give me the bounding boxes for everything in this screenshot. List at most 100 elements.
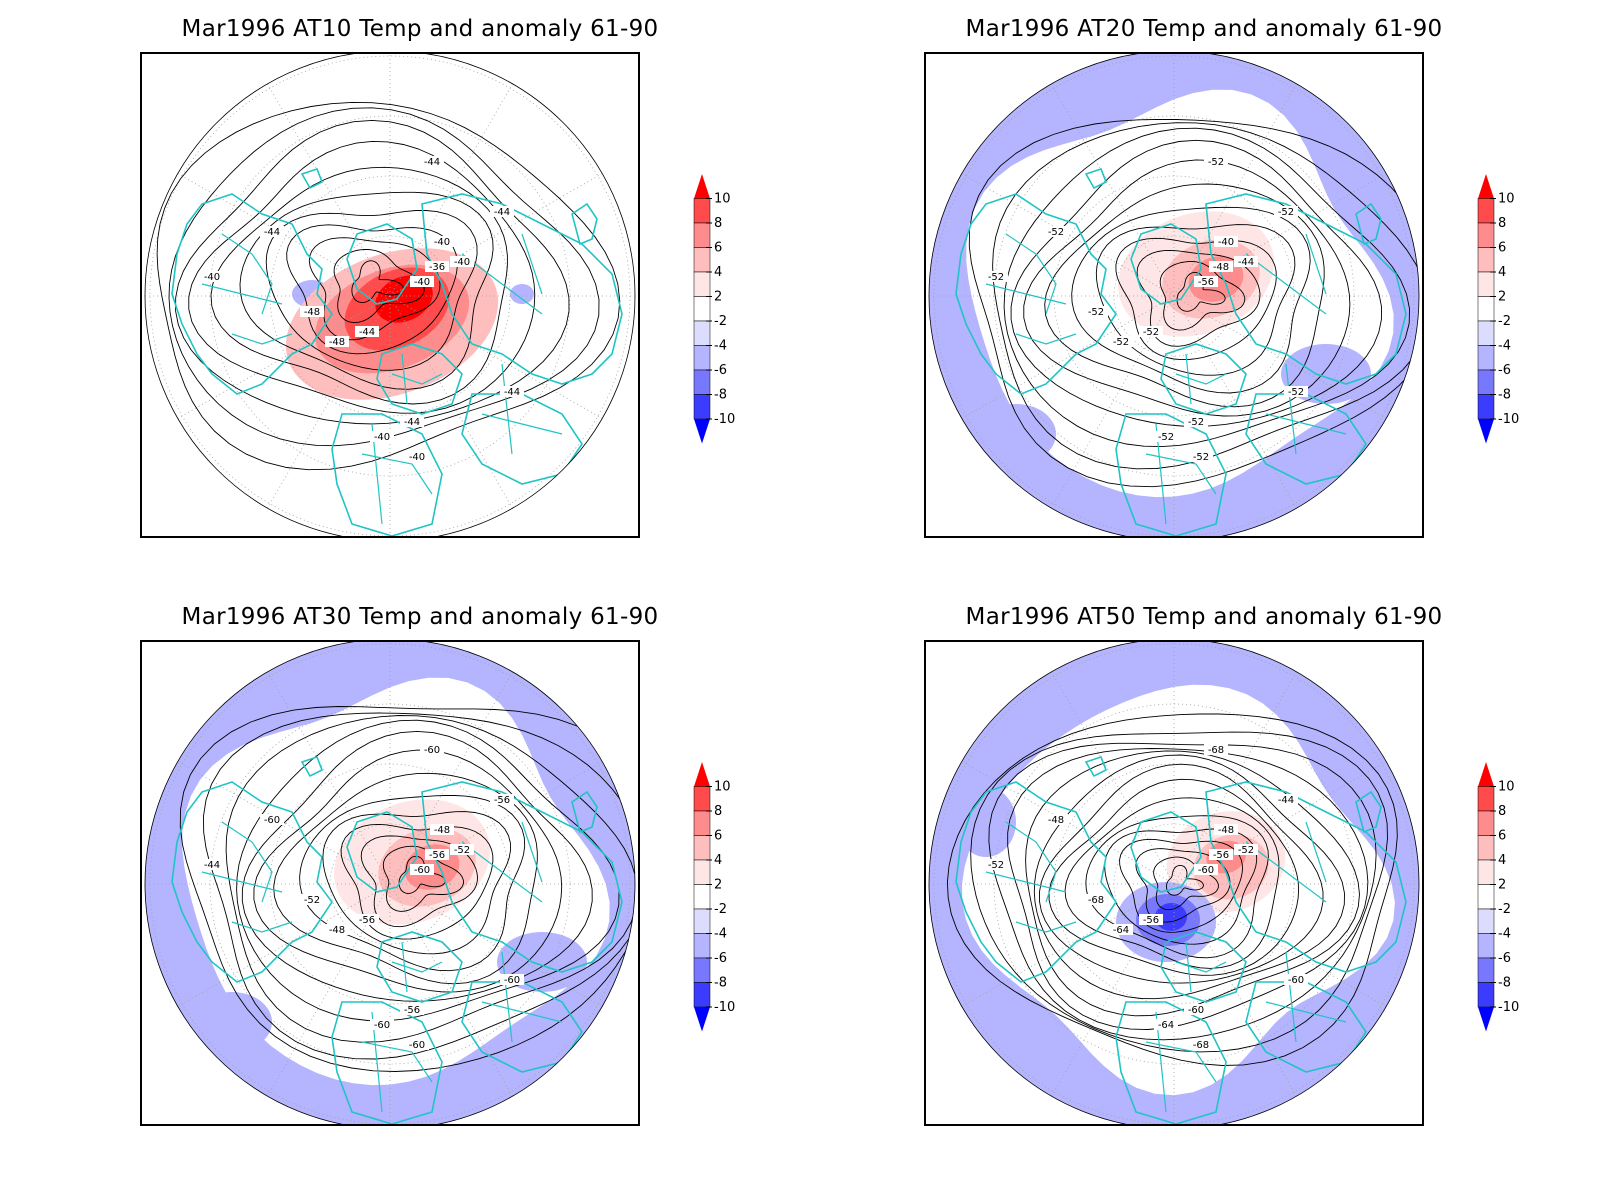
contour-label: -44 bbox=[1278, 795, 1294, 806]
meridian-line bbox=[389, 671, 513, 885]
colorbar-tick-label: 6 bbox=[1498, 829, 1506, 844]
meridian-line bbox=[389, 83, 513, 297]
map-layer: -68 -44 -48 -52 -48 -52 -56 -60 -64 -68 -56 -60 -60 -… bbox=[929, 642, 1419, 1124]
temperature-contour bbox=[203, 712, 635, 1060]
contour-label-bg bbox=[1274, 794, 1298, 805]
temperature-contour bbox=[210, 166, 508, 405]
colorbar-tick-label: -6 bbox=[714, 363, 727, 378]
contour-label: -52 bbox=[1278, 207, 1294, 218]
colorbar-swatch bbox=[1477, 320, 1495, 346]
colorbar-tick-label: -8 bbox=[714, 388, 727, 403]
colorbar-swatch bbox=[693, 320, 711, 346]
temperature-contour bbox=[1044, 183, 1325, 408]
coastline bbox=[1160, 931, 1247, 1003]
contour-label: -60 bbox=[1288, 975, 1304, 986]
contour-label-bg bbox=[1209, 849, 1233, 860]
border-line bbox=[1265, 1001, 1347, 1023]
contour-label: -56 bbox=[404, 1005, 420, 1016]
map-svg: -44 -44 -44 -40 -40 -40 -36 -40 -48 -48 -44 -44 -44 -… bbox=[144, 54, 636, 536]
coastline bbox=[1130, 811, 1202, 893]
contour-label: -52 bbox=[1188, 417, 1204, 428]
colorbar-swatch bbox=[1477, 296, 1495, 322]
contour-label: -64 bbox=[1113, 925, 1129, 936]
coastline bbox=[171, 781, 333, 983]
contour-label-bg bbox=[1194, 276, 1218, 287]
map-layer: -44 -44 -44 -40 -40 -40 -36 -40 -48 -48 -44 -44 -44 -… bbox=[145, 54, 635, 536]
colorbar-tick-label: -6 bbox=[1498, 363, 1511, 378]
colorbar-tick-label: 10 bbox=[1498, 192, 1515, 207]
border-line bbox=[1005, 233, 1057, 315]
map-svg: -52 -52 -52 -52 -40 -44 -48 -56 -52 -52 -52 -52 -52 -… bbox=[928, 54, 1420, 536]
meridian-line bbox=[1051, 83, 1175, 297]
temperature-contour bbox=[273, 772, 538, 985]
colorbar-swatch bbox=[1477, 394, 1495, 420]
contour-label: -48 bbox=[329, 925, 345, 936]
temperature-contour bbox=[175, 119, 570, 425]
colorbar-tick-label: 8 bbox=[714, 804, 722, 819]
map-svg: -60 -56 -60 -44 -48 -52 -56 -60 -48 -52 -56 -60 -56 -… bbox=[144, 642, 636, 1124]
border-line bbox=[361, 453, 433, 495]
border-line bbox=[1145, 1041, 1217, 1083]
coastline bbox=[1205, 781, 1407, 973]
colorbar-tick-label: 6 bbox=[714, 241, 722, 256]
coastline bbox=[955, 193, 1117, 395]
contour-label: -56 bbox=[1198, 277, 1214, 288]
temperature-contour bbox=[265, 210, 478, 371]
contour-label: -60 bbox=[409, 1040, 425, 1051]
meridian-line bbox=[1173, 671, 1297, 885]
border-line bbox=[1185, 941, 1192, 993]
border-line bbox=[231, 333, 293, 345]
colorbar-swatch bbox=[693, 810, 711, 836]
coastline bbox=[300, 755, 324, 778]
border-line bbox=[461, 841, 543, 903]
temperature-contour bbox=[188, 140, 536, 414]
contour-label: -52 bbox=[1113, 337, 1129, 348]
border-line bbox=[1245, 841, 1327, 903]
colorbar-swatch bbox=[693, 933, 711, 959]
meridian-line bbox=[961, 295, 1175, 419]
meridian-line bbox=[389, 883, 603, 1007]
border-line bbox=[521, 233, 543, 295]
contour-label: -60 bbox=[374, 1020, 390, 1031]
border-line bbox=[1145, 453, 1217, 495]
anomaly-colorbar: 10 8 6 4 2 -2 -4 -6 -8 -10 bbox=[693, 762, 735, 1032]
contour-label-bg bbox=[1044, 814, 1068, 825]
meridian-line bbox=[1173, 295, 1297, 509]
contour-label: -60 bbox=[1188, 1005, 1204, 1016]
coastline bbox=[376, 931, 463, 1003]
meridian-line bbox=[961, 173, 1175, 297]
contour-label-bg bbox=[260, 814, 284, 825]
contour-label: -60 bbox=[1198, 865, 1214, 876]
panel-title: Mar1996 AT20 Temp and anomaly 61-90 bbox=[965, 16, 1443, 42]
temperature-contour bbox=[1064, 797, 1280, 969]
contour-label: -48 bbox=[1048, 815, 1064, 826]
map-boundary bbox=[928, 54, 1420, 536]
contour-label: -52 bbox=[988, 860, 1004, 871]
temperature-contour bbox=[239, 191, 494, 390]
colorbar-swatch bbox=[1477, 198, 1495, 224]
contour-label-bg bbox=[400, 416, 424, 427]
contour-label: -40 bbox=[374, 432, 390, 443]
coastline bbox=[1084, 755, 1108, 778]
temperature-contour bbox=[1039, 763, 1324, 984]
contour-label-bg bbox=[325, 924, 349, 935]
contour-label: -56 bbox=[1143, 915, 1159, 926]
colorbar-swatch bbox=[1477, 957, 1495, 983]
contour-label-bg bbox=[1109, 336, 1133, 347]
border-line bbox=[985, 871, 1067, 893]
map-frame: -52 -52 -52 -52 -40 -44 -48 -56 -52 -52 -52 -52 -52 -… bbox=[924, 52, 1424, 538]
contour-label-bg bbox=[500, 386, 524, 397]
contour-label: -52 bbox=[454, 845, 470, 856]
colorbar-swatch bbox=[693, 394, 711, 420]
colorbar-tick-label: -10 bbox=[714, 1000, 735, 1015]
meridian-line bbox=[1173, 83, 1297, 297]
meridian-line bbox=[177, 173, 391, 297]
contour-label: -48 bbox=[1218, 825, 1234, 836]
colorbar-swatch bbox=[1477, 982, 1495, 1008]
contour-label: -44 bbox=[204, 860, 220, 871]
contour-label-bg bbox=[1084, 306, 1108, 317]
cool-anomaly-patch bbox=[510, 284, 534, 304]
coastline bbox=[421, 781, 623, 973]
border-line bbox=[1005, 821, 1057, 903]
coastline bbox=[1084, 167, 1108, 190]
